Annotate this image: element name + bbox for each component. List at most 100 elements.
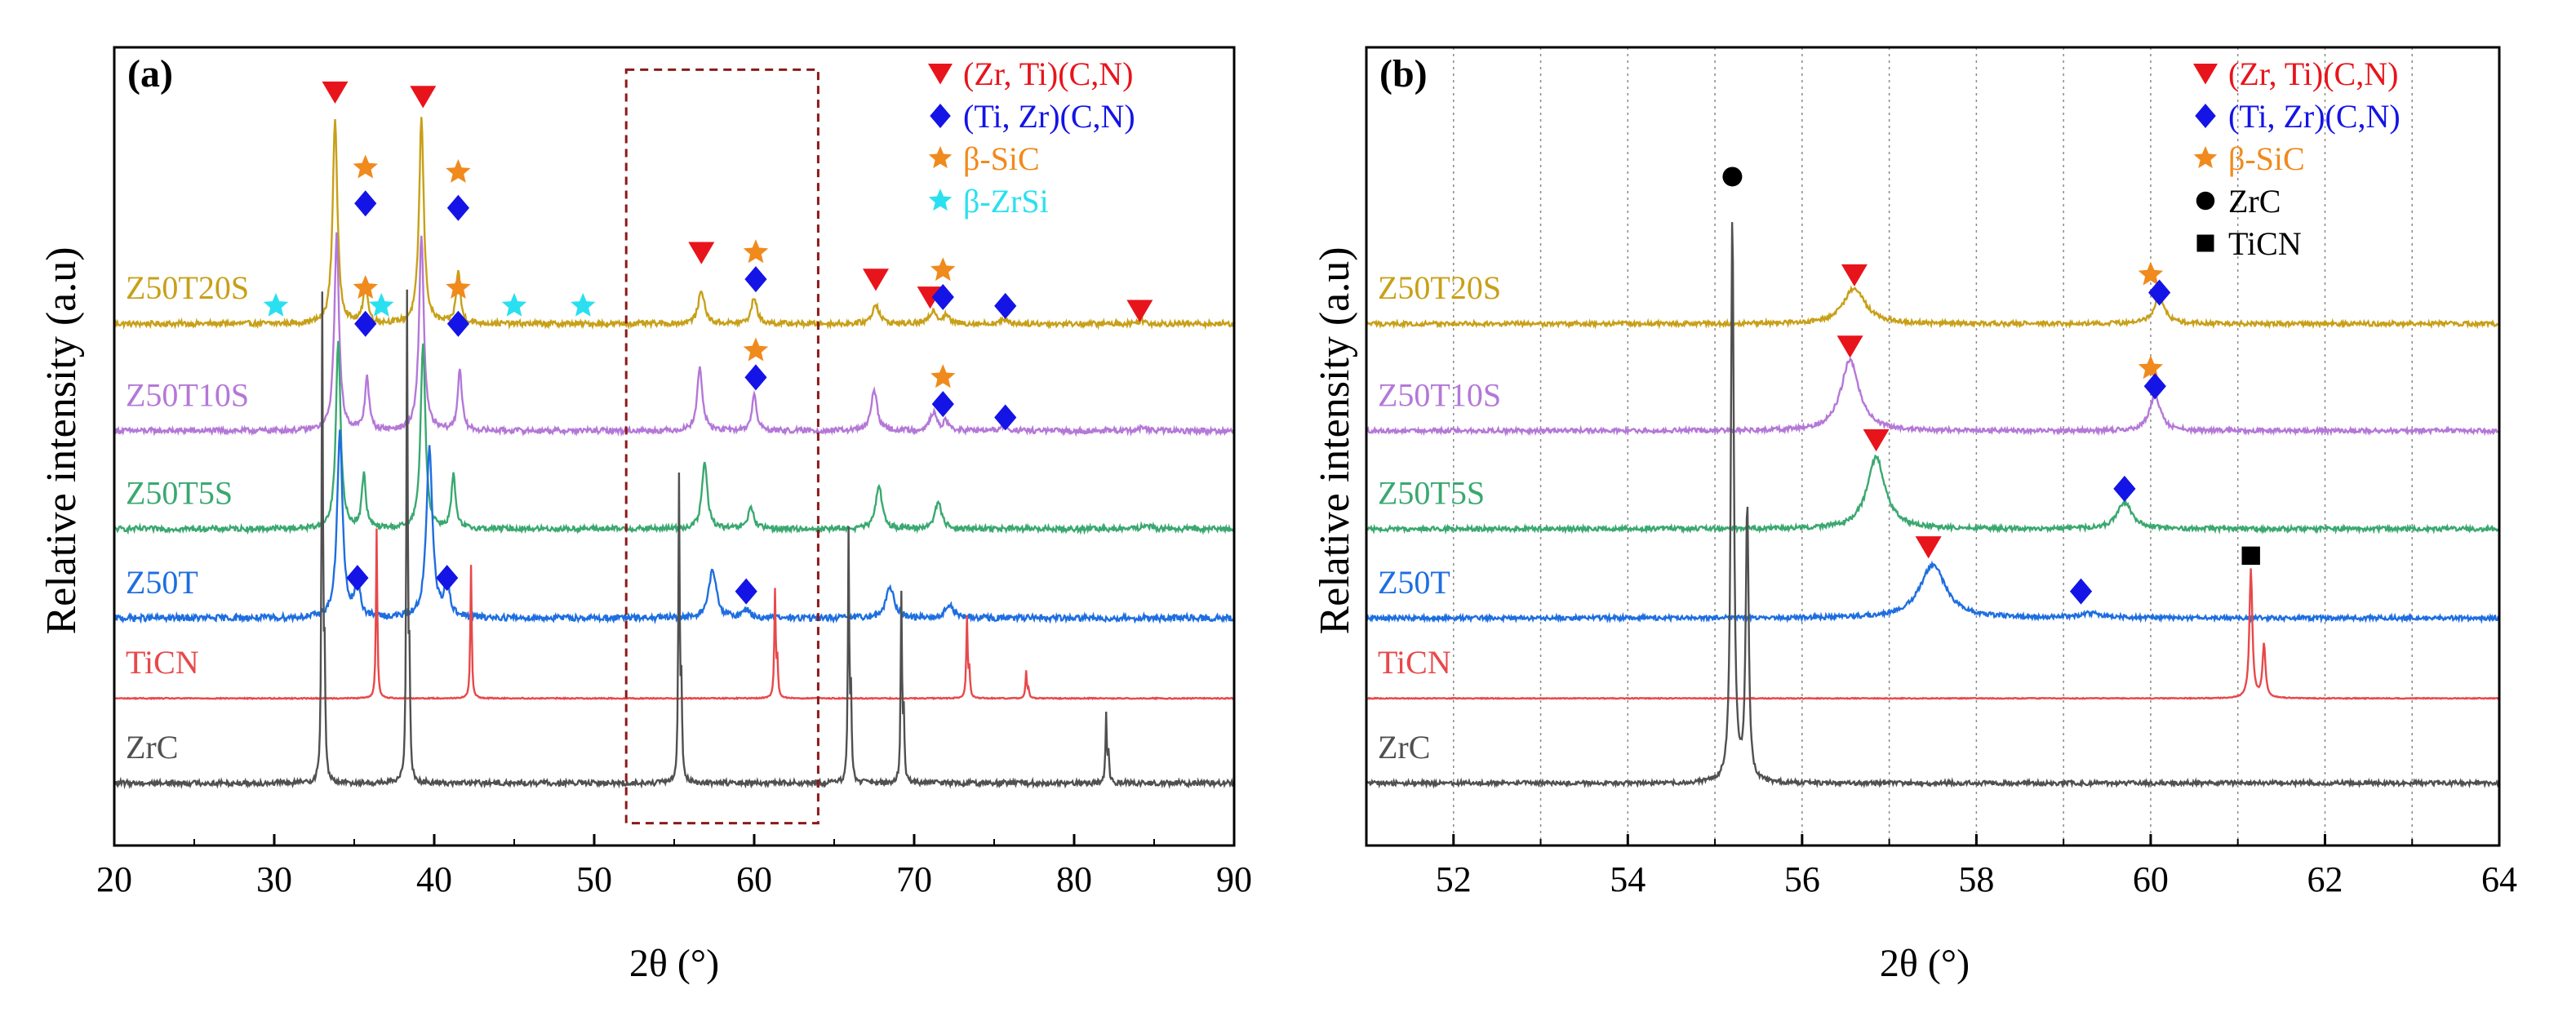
a-series-label: Z50T: [126, 564, 198, 601]
b-series-ticn: [1366, 568, 2500, 700]
b-legend-label: TiCN: [2228, 225, 2302, 262]
panel-b: Relative intensity (a.u) 2θ (°) (b) Z50T…: [1312, 46, 2517, 985]
a-peak-marker-diamond: [931, 391, 954, 418]
b-peak-marker-triangle-down: [1837, 335, 1863, 358]
a-legend-symbol-star: [928, 189, 953, 211]
b-series-z50t: [1365, 560, 2501, 624]
b-peak-marker-diamond: [2148, 279, 2171, 306]
b-series-label: Z50T5S: [1378, 474, 1485, 511]
b-peak-marker-star: [2138, 355, 2164, 380]
a-peak-marker-star: [501, 292, 527, 317]
b-xtick-label: 56: [1784, 859, 1820, 899]
a-xtick-label: 60: [736, 859, 772, 899]
a-peak-marker-star: [353, 154, 378, 179]
a-peak-marker-star: [743, 239, 769, 264]
panel-b-frame: [1365, 46, 2501, 847]
b-legend-symbol-circle: [2196, 191, 2215, 211]
b-legend-label: β-SiC: [2228, 140, 2305, 177]
b-xtick-label: 64: [2481, 859, 2517, 899]
a-xtick-label: 30: [256, 859, 292, 899]
a-peak-marker-diamond: [436, 565, 459, 592]
b-peak-marker-triangle-down: [1863, 429, 1890, 452]
a-peak-marker-diamond: [446, 194, 469, 221]
b-peak-marker-square: [2241, 546, 2260, 566]
b-peak-marker-triangle-down: [1915, 536, 1942, 559]
panel-a-frame: [113, 46, 1236, 847]
a-peak-marker-diamond: [354, 310, 377, 337]
panel-a-legend: (Zr, Ti)(C,N) (Ti, Zr)(C,N) β-SiC β-ZrSi: [928, 55, 1135, 220]
b-series-label: Z50T10S: [1378, 376, 1501, 413]
a-legend-label: β-ZrSi: [963, 183, 1049, 220]
a-series-zrc: [113, 289, 1236, 790]
b-legend-symbol-triangle-down: [2193, 64, 2218, 85]
a-peak-marker-diamond: [744, 266, 767, 293]
b-xtick-label: 58: [1958, 859, 1994, 899]
a-legend-symbol-star: [928, 146, 953, 169]
b-peak-marker-diamond: [2143, 373, 2166, 400]
b-legend-label: (Ti, Zr)(C,N): [2228, 98, 2401, 135]
a-peak-marker-triangle-down: [410, 86, 437, 109]
panel-a-label: (a): [127, 52, 173, 95]
panel-a-ylabel: Relative intensity (a.u): [38, 246, 85, 634]
b-peak-marker-diamond: [2069, 578, 2093, 605]
a-series-z50t5s: [113, 340, 1236, 535]
a-peak-marker-diamond: [931, 283, 954, 310]
a-peak-marker-star: [930, 364, 956, 388]
a-peak-marker-diamond: [346, 565, 369, 592]
a-xtick-label: 20: [96, 859, 132, 899]
a-peak-marker-star: [446, 159, 471, 183]
a-legend-label: (Zr, Ti)(C,N): [963, 55, 1133, 92]
a-series-label: ZrC: [126, 729, 178, 766]
b-series-label: TiCN: [1378, 644, 1451, 681]
panel-b-label: (b): [1379, 52, 1428, 95]
a-peak-marker-triangle-down: [862, 269, 889, 291]
a-series-z50t10s: [113, 232, 1235, 437]
b-legend-label: (Zr, Ti)(C,N): [2228, 55, 2398, 92]
b-xtick-label: 52: [1436, 859, 1472, 899]
a-peak-marker-star: [446, 275, 471, 299]
a-legend-label: (Ti, Zr)(C,N): [963, 98, 1135, 135]
b-series-z50t20s: [1366, 285, 2500, 330]
b-xtick-label: 62: [2307, 859, 2343, 899]
a-legend-symbol-diamond: [930, 104, 951, 128]
b-xtick-label: 60: [2133, 859, 2169, 899]
b-peak-marker-triangle-down: [1841, 264, 1868, 287]
a-peak-marker-diamond: [735, 578, 757, 605]
b-legend-symbol-diamond: [2195, 104, 2216, 128]
b-series-label: Z50T20S: [1378, 269, 1501, 306]
a-series-z50t: [113, 429, 1236, 625]
a-series-label: Z50T10S: [126, 376, 249, 413]
a-peak-marker-star: [369, 292, 394, 317]
a-peak-marker-star: [263, 292, 289, 317]
a-peak-marker-triangle-down: [688, 242, 715, 264]
a-peak-marker-triangle-down: [322, 81, 349, 104]
b-legend-symbol-square: [2196, 234, 2214, 252]
a-xtick-label: 40: [416, 859, 452, 899]
panel-a: Relative intensity (a.u) 2θ (°) (a) Z50T…: [38, 46, 1252, 985]
a-series-label: TiCN: [126, 644, 199, 681]
b-legend-symbol-star: [2193, 146, 2218, 169]
panel-b-ylabel: Relative intensity (a.u): [1312, 246, 1358, 634]
b-series-z50t5s: [1365, 454, 2500, 535]
a-highlight-box: [624, 68, 819, 825]
b-peak-marker-star: [2138, 261, 2164, 286]
panel-b-legend: (Zr, Ti)(C,N) (Ti, Zr)(C,N) β-SiC ZrC TiCN: [2193, 55, 2401, 262]
a-xtick-label: 80: [1056, 859, 1092, 899]
panel-b-xlabel: 2θ (°): [1880, 942, 1970, 985]
a-xtick-label: 50: [576, 859, 612, 899]
a-series-label: Z50T5S: [126, 474, 233, 511]
a-legend-symbol-triangle-down: [928, 64, 953, 85]
a-series-label: Z50T20S: [126, 269, 249, 306]
a-peak-marker-diamond: [354, 190, 377, 217]
b-peak-marker-circle: [1722, 166, 1743, 187]
a-peak-marker-star: [571, 292, 596, 317]
a-peak-marker-star: [353, 275, 378, 299]
b-series-label: ZrC: [1378, 729, 1430, 766]
a-peak-marker-triangle-down: [1126, 300, 1153, 322]
a-peak-marker-star: [743, 337, 769, 362]
b-series-z50t10s: [1366, 357, 2500, 437]
a-xtick-label: 70: [896, 859, 932, 899]
a-xtick-label: 90: [1216, 859, 1252, 899]
a-legend-label: β-SiC: [963, 140, 1040, 177]
